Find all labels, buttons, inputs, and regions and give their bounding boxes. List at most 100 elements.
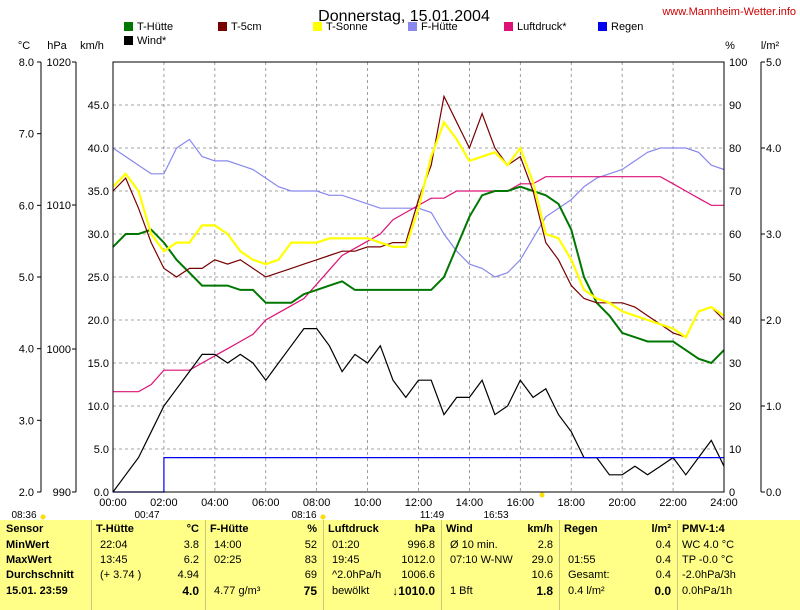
legend-swatch [124, 22, 133, 31]
column-header: T-Hütte °C [92, 522, 205, 537]
tick-label-rain: 3.0 [766, 229, 781, 241]
summary-note: 19:45 [332, 554, 360, 566]
legend-label: F-Hütte [421, 21, 458, 33]
summary-note: (+ 3.74 ) [100, 569, 142, 581]
summary-row: TP -0.0 °C [678, 553, 800, 568]
summary-note: 01:20 [332, 539, 360, 551]
summary-value: 52 [304, 539, 317, 551]
summary-note: bewölkt [332, 585, 370, 597]
summary-note: Gesamt: [568, 569, 610, 581]
tick-label-humidity: 70 [729, 186, 741, 198]
summary-note: 14:00 [214, 539, 242, 551]
summary-value: 4.0 [182, 584, 199, 598]
series-line [112, 94, 725, 338]
tick-label-time: 24:00 [710, 497, 738, 509]
series-line [112, 185, 725, 365]
source-link[interactable]: www.Mannheim-Wetter.info [661, 6, 796, 18]
tick-label-wind: 5.0 [94, 444, 109, 456]
tick-label-temp: 7.0 [19, 129, 34, 141]
tick-label-rain: 0.0 [766, 487, 781, 499]
tick-label-time: 14:00 [456, 497, 484, 509]
tick-label-rain: 1.0 [766, 401, 781, 413]
tick-label-time: 10:00 [354, 497, 382, 509]
chart-title: Donnerstag, 15.01.2004 [318, 8, 490, 25]
time-marker: 11:49 [420, 510, 445, 520]
axis-unit: °C [18, 40, 30, 52]
plot-frame [112, 61, 725, 493]
summary-note: 13:45 [100, 554, 128, 566]
tick-label-temp: 2.0 [19, 487, 34, 499]
axis-unit: l/m² [761, 40, 780, 52]
tick-label-pressure: 1020 [47, 57, 71, 69]
tick-label-time: 02:00 [150, 497, 178, 509]
column-header: Luftdruck hPa [324, 522, 441, 537]
tick-label-humidity: 100 [729, 57, 747, 69]
row-label: Sensor [6, 523, 44, 535]
summary-row: Ø 10 min. 2.8 [442, 538, 559, 553]
tick-label-pressure: 1000 [47, 344, 71, 356]
tick-label-wind: 45.0 [88, 100, 109, 112]
summary-row: Gesamt: 0.4 [560, 568, 677, 583]
column-header: Wind km/h [442, 522, 559, 537]
legend: T-Hütte T-5cm T-Sonne F-Hütte Luftdruck* Rege… [124, 21, 643, 47]
tick-label-rain: 5.0 [766, 57, 781, 69]
tick-label-time: 08:00 [303, 497, 331, 509]
summary-row: (+ 3.74 ) 4.94 [92, 568, 205, 583]
tick-label-humidity: 30 [729, 358, 741, 370]
column-header: Regen l/m² [560, 522, 677, 537]
summary-row: 02:25 83 [206, 553, 323, 568]
row-label: 15.01. 23:59 [6, 585, 68, 597]
tick-label-time: 00:00 [99, 497, 127, 509]
header-name: F-Hütte [210, 523, 249, 535]
header-unit: km/h [527, 523, 553, 535]
tick-label-time: 18:00 [557, 497, 585, 509]
tick-label-pressure: 990 [53, 487, 71, 499]
summary-note: TP -0.0 °C [682, 554, 734, 566]
summary-column: Wind km/h Ø 10 min. 2.8 07:10 W-NW 29.0 10.6 1 … [441, 520, 559, 610]
tick-label-humidity: 40 [729, 315, 741, 327]
summary-table: Sensor MinWert MaxWert Durchschnitt 15.01. 2… [0, 520, 800, 610]
summary-row: 0.4 [560, 538, 677, 553]
summary-row: 0.0hPa/1h [678, 584, 800, 599]
tick-label-humidity: 50 [729, 272, 741, 284]
legend-label: Wind* [137, 35, 167, 47]
summary-row: 22:04 3.8 [92, 538, 205, 553]
tick-label-wind: 0.0 [94, 487, 109, 499]
time-marker: 08:16 [291, 510, 316, 520]
header-name: PMV-1:4 [682, 523, 725, 535]
summary-column: F-Hütte% 14:00 52 02:25 83 69 4.77 g/m³ 75 [205, 520, 323, 610]
legend-swatch [504, 22, 513, 31]
summary-row: 01:20 996.8 [324, 538, 441, 553]
tick-label-humidity: 20 [729, 401, 741, 413]
summary-note: 0.4 l/m² [568, 585, 605, 597]
summary-value: 0.4 [655, 539, 671, 551]
summary-note: -2.0hPa/3h [682, 569, 736, 581]
legend-swatch [598, 22, 607, 31]
summary-value: 1006.6 [401, 569, 435, 581]
summary-value: 0.0 [654, 584, 671, 598]
tick-label-time: 12:00 [405, 497, 433, 509]
tick-label-wind: 25.0 [88, 272, 109, 284]
axis-unit: % [725, 40, 735, 52]
tick-label-time: 20:00 [608, 497, 636, 509]
summary-note: 22:04 [100, 539, 128, 551]
header-unit: l/m² [651, 523, 671, 535]
series-line [112, 119, 725, 339]
summary-value: 6.2 [183, 554, 199, 566]
row-label: MaxWert [6, 554, 52, 566]
summary-value: 29.0 [531, 554, 553, 566]
summary-row: bewölkt ↓1010.0 [324, 584, 441, 599]
summary-column: T-Hütte °C 22:04 3.8 13:45 6.2 (+ 3.74 ) 4.94 4.… [91, 520, 205, 610]
series-lines [112, 94, 725, 493]
summary-value: 2.8 [537, 539, 553, 551]
tick-label-wind: 35.0 [88, 186, 109, 198]
summary-value: 1012.0 [401, 554, 435, 566]
series-line [113, 457, 724, 493]
summary-row: 0.4 l/m² 0.0 [560, 584, 677, 599]
summary-row: 14:00 52 [206, 538, 323, 553]
summary-value: 10.6 [531, 569, 553, 581]
summary-value: 0.4 [655, 554, 671, 566]
axis-unit: km/h [80, 40, 104, 52]
tick-label-time: 06:00 [252, 497, 280, 509]
summary-row: 13:45 6.2 [92, 553, 205, 568]
